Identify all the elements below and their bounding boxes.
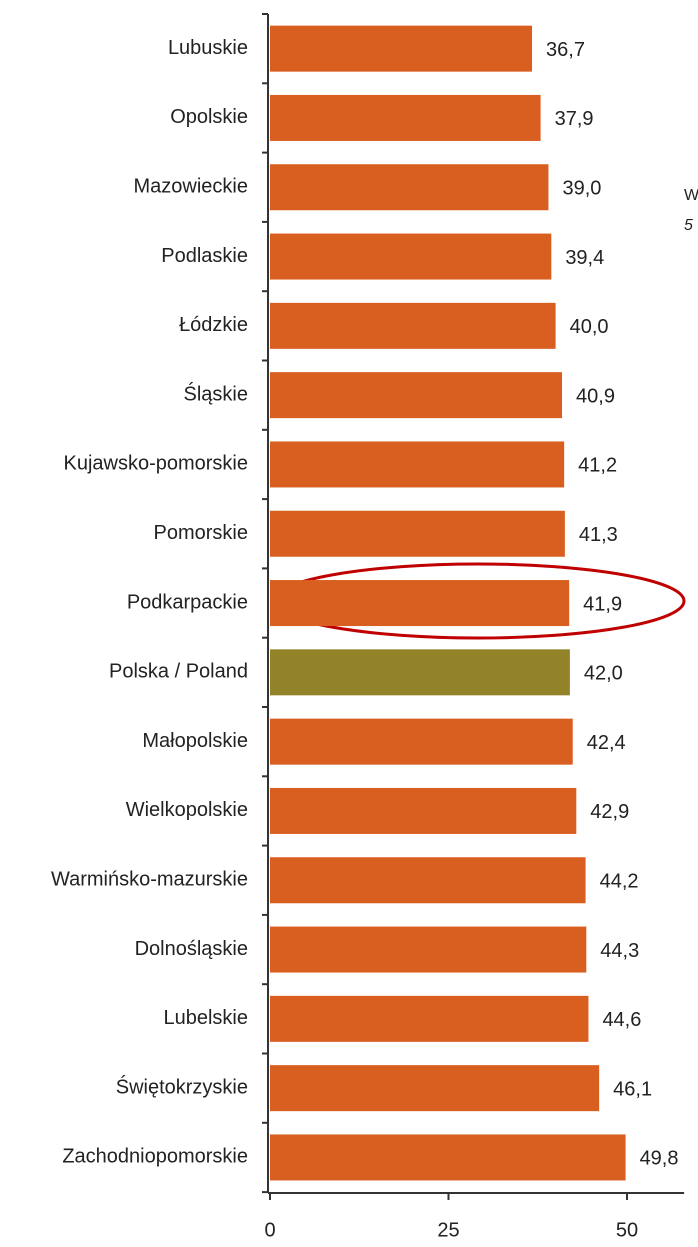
bar [270,995,589,1042]
bar [270,25,533,72]
category-label: Warmińsko-mazurskie [51,869,248,891]
bar [270,1134,626,1181]
bar [270,1065,600,1112]
category-label: Lubelskie [163,1007,248,1029]
category-label: Polska / Poland [109,661,248,683]
category-label: Podkarpackie [127,591,248,613]
annotation: 5 [684,217,693,234]
value-label: 37,9 [555,108,594,130]
bar [270,94,541,141]
category-label: Świętokrzyskie [116,1074,248,1098]
category-label: Łódzkie [179,314,248,336]
x-tick-label: 25 [437,1219,459,1241]
category-label: Podlaskie [161,245,248,267]
value-label: 42,0 [584,663,623,685]
category-label: Wielkopolskie [126,799,248,821]
bar [270,302,556,349]
bar [270,857,586,904]
x-tick-label: 0 [264,1219,275,1241]
category-label: Zachodniopomorskie [62,1146,248,1168]
category-label: Śląskie [184,381,248,405]
bar [270,372,563,419]
category-label: Lubuskie [168,37,248,59]
value-label: 46,1 [613,1078,652,1100]
value-label: 40,9 [576,385,615,407]
bar [270,510,565,557]
bar [270,580,570,627]
category-label: Mazowieckie [134,176,248,198]
bar [270,926,587,973]
value-label: 36,7 [546,39,585,61]
x-tick-label: 50 [616,1219,638,1241]
value-label: 44,3 [600,940,639,962]
value-label: 39,0 [562,178,601,200]
value-label: 42,4 [587,732,626,754]
value-label: 41,3 [579,524,618,546]
value-label: 44,6 [602,1009,641,1031]
category-label: Pomorskie [154,522,248,544]
value-label: 42,9 [590,801,629,823]
bar [270,233,552,280]
bar [270,718,573,765]
bar [270,649,570,696]
annotation: W [684,187,698,204]
bar [270,441,565,488]
value-label: 39,4 [565,247,604,269]
bar [270,787,577,834]
category-label: Kujawsko-pomorskie [63,453,248,475]
value-label: 41,9 [583,593,622,615]
bar [270,164,549,211]
value-label: 41,2 [578,455,617,477]
value-label: 40,0 [570,316,609,338]
value-label: 44,2 [600,871,639,893]
value-label: 49,8 [640,1148,679,1170]
category-label: Małopolskie [142,730,248,752]
category-label: Dolnośląskie [135,938,248,960]
category-label: Opolskie [170,106,248,128]
